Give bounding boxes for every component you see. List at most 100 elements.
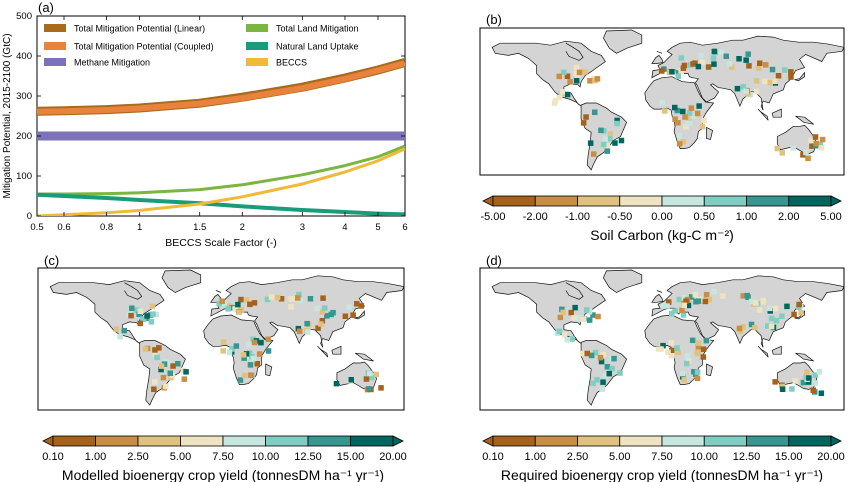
panel-d: (d) 0.10 1.00 2.50 5.00 7.50 10.00 12.50 15.00 20…	[479, 253, 845, 482]
grid-cell	[561, 332, 568, 338]
grid-cell	[696, 103, 702, 109]
grid-cell	[695, 344, 702, 350]
grid-cell	[792, 378, 798, 384]
colorbar-tick-label: 10.00	[252, 451, 280, 463]
colorbar-segment	[661, 435, 705, 447]
grid-cell	[318, 321, 324, 327]
grid-cell	[699, 59, 706, 65]
landmass	[794, 71, 805, 82]
grid-cell	[243, 297, 250, 303]
grid-cell	[666, 299, 672, 305]
grid-cell	[694, 349, 700, 356]
colorbar-tick-label: 1.00	[736, 211, 757, 223]
colorbar-label: Required bioenergy crop yield (tonnesDM …	[501, 467, 823, 482]
grid-cell	[680, 108, 686, 115]
grid-cell	[586, 317, 593, 323]
grid-cell	[743, 88, 749, 94]
grid-cell	[573, 78, 580, 84]
grid-cell	[307, 296, 314, 302]
grid-cell	[129, 305, 135, 311]
colorbar-segment	[350, 435, 394, 447]
landmass	[355, 352, 374, 362]
colorbar-segment	[95, 435, 139, 447]
grid-cell	[788, 69, 794, 75]
grid-cell	[808, 137, 814, 144]
grid-cell	[602, 372, 609, 379]
grid-cell	[297, 328, 303, 334]
colorbar-tick-label: 12.50	[733, 451, 761, 463]
grid-cell	[669, 310, 675, 317]
grid-cell	[557, 94, 563, 101]
grid-cell	[682, 114, 688, 120]
coastline	[656, 50, 663, 54]
grid-cell	[571, 315, 577, 321]
grid-cell	[743, 57, 749, 63]
grid-cell	[784, 303, 790, 310]
series-line-3	[37, 144, 405, 196]
grid-cell	[779, 150, 785, 156]
panel-label-c: (c)	[44, 253, 59, 268]
grid-cell	[698, 52, 704, 59]
grid-cell	[573, 70, 579, 77]
grid-cell	[720, 293, 726, 299]
grid-cell	[167, 370, 173, 376]
grid-cell	[333, 380, 340, 387]
grid-cell	[680, 65, 687, 71]
grid-cell	[564, 73, 571, 79]
colorbar-tick-label: 15.00	[337, 451, 365, 463]
grid-cell	[295, 295, 301, 301]
grid-cell	[803, 374, 809, 381]
grid-cell	[320, 295, 326, 301]
colorbar-segment	[492, 195, 536, 207]
landmass	[491, 280, 606, 344]
colorbar-tick-label: -0.50	[607, 211, 632, 223]
grid-cell	[690, 113, 696, 120]
grid-cell	[561, 69, 567, 76]
grid-cell	[674, 345, 680, 351]
grid-cell	[690, 61, 696, 67]
grid-cell	[604, 148, 610, 154]
x-tick-label: 5	[375, 222, 380, 233]
legend-swatch	[246, 58, 268, 66]
grid-cell	[225, 306, 231, 312]
grid-cell	[181, 376, 188, 382]
grid-cell	[604, 364, 611, 370]
grid-cell	[245, 341, 252, 348]
grid-cell	[774, 145, 780, 152]
grid-cell	[748, 298, 755, 305]
grid-cell	[288, 296, 295, 302]
grid-cell	[254, 361, 260, 367]
grid-cell	[705, 64, 712, 70]
grid-cell	[763, 62, 769, 68]
grid-cell	[556, 328, 563, 335]
legend-swatch	[246, 24, 268, 32]
grid-cell	[597, 354, 604, 361]
grid-cell	[245, 353, 252, 360]
grid-cell	[592, 349, 599, 356]
grid-cell	[703, 292, 710, 298]
colorbar-tick-label: 0.10	[482, 451, 503, 463]
grid-cell	[134, 307, 140, 313]
grid-cell	[366, 386, 372, 392]
grid-cell	[772, 305, 779, 312]
grid-cell	[711, 48, 718, 55]
grid-cell	[753, 78, 760, 84]
colorbar-tick-label: 1.00	[525, 451, 546, 463]
grid-cell	[769, 66, 776, 73]
grid-cell	[569, 336, 575, 342]
landmass	[603, 269, 643, 293]
grid-cell	[818, 145, 825, 151]
grid-cell	[740, 293, 746, 299]
colorbar-tick-label: 2.50	[127, 451, 148, 463]
grid-cell	[152, 350, 158, 356]
grid-cell	[819, 136, 826, 143]
landmass	[354, 310, 365, 320]
grid-cell	[602, 136, 608, 142]
series-line-1	[37, 60, 405, 115]
grid-cell	[219, 298, 225, 304]
y-tick-label: 0	[27, 211, 32, 222]
colorbar-segment	[703, 195, 747, 207]
grid-cell	[779, 386, 786, 392]
coastline	[656, 290, 663, 293]
grid-cell	[790, 145, 796, 151]
